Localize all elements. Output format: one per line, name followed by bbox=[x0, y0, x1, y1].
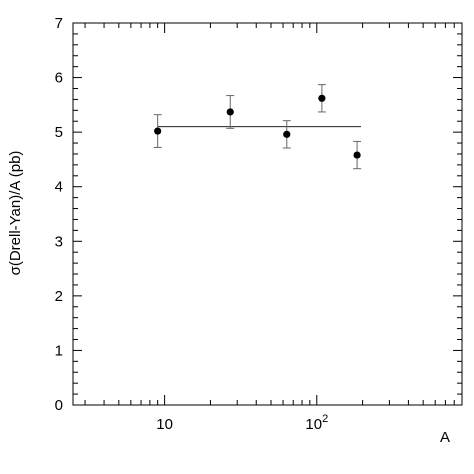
data-point bbox=[318, 94, 326, 102]
y-tick-label: 6 bbox=[55, 70, 63, 87]
y-tick-label: 2 bbox=[55, 288, 63, 305]
data-point bbox=[154, 127, 162, 135]
data-point bbox=[353, 151, 361, 159]
y-tick-label: 5 bbox=[55, 124, 63, 141]
data-point bbox=[283, 130, 291, 138]
y-tick-label: 7 bbox=[55, 15, 63, 32]
y-axis-title: σ(Drell-Yan)/A (pb) bbox=[7, 151, 24, 276]
y-tick-label: 3 bbox=[55, 233, 63, 250]
x-tick-label: 10 bbox=[156, 416, 173, 433]
y-tick-label: 0 bbox=[55, 397, 63, 414]
y-tick-label: 4 bbox=[55, 179, 63, 196]
x-tick-label: 102 bbox=[305, 413, 328, 433]
y-tick-label: 1 bbox=[55, 342, 63, 359]
plot-frame bbox=[72, 22, 463, 406]
data-point bbox=[226, 108, 234, 116]
x-axis-title: A bbox=[440, 429, 450, 446]
